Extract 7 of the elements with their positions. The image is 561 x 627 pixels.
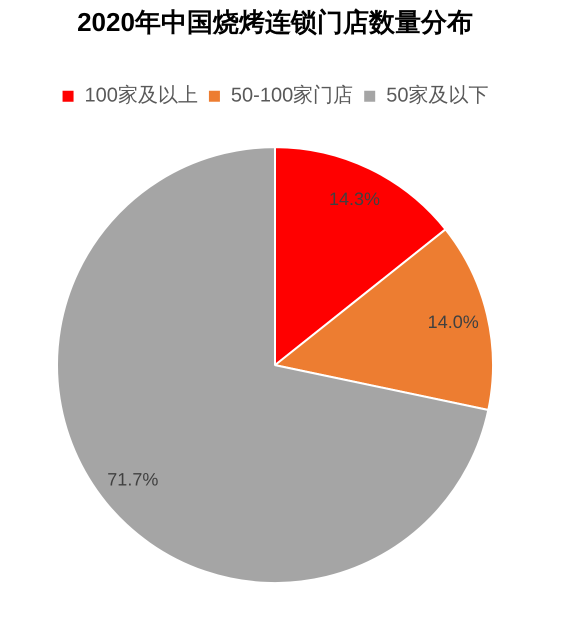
legend-label: 50-100家门店 — [230, 84, 354, 107]
data-label: 71.7% — [107, 469, 158, 490]
data-label: 14.3% — [329, 189, 380, 210]
legend-label: 100家及以上 — [84, 84, 198, 107]
legend-label: 50家及以下 — [386, 84, 488, 107]
chart-title: 2020年中国烧烤连锁门店数量分布 — [77, 6, 473, 37]
data-label: 14.0% — [428, 312, 479, 332]
